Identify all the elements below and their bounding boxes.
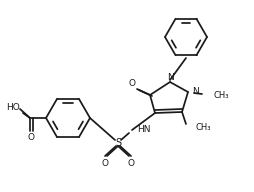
Text: HO: HO xyxy=(6,103,20,112)
Text: S: S xyxy=(115,138,121,148)
Text: O: O xyxy=(27,133,35,142)
Text: CH₃: CH₃ xyxy=(214,90,230,99)
Text: N: N xyxy=(192,88,199,97)
Text: N: N xyxy=(167,73,173,81)
Text: CH₃: CH₃ xyxy=(195,123,211,132)
Text: O: O xyxy=(129,79,135,88)
Text: O: O xyxy=(102,159,108,167)
Text: O: O xyxy=(128,159,135,167)
Text: HN: HN xyxy=(137,126,151,135)
